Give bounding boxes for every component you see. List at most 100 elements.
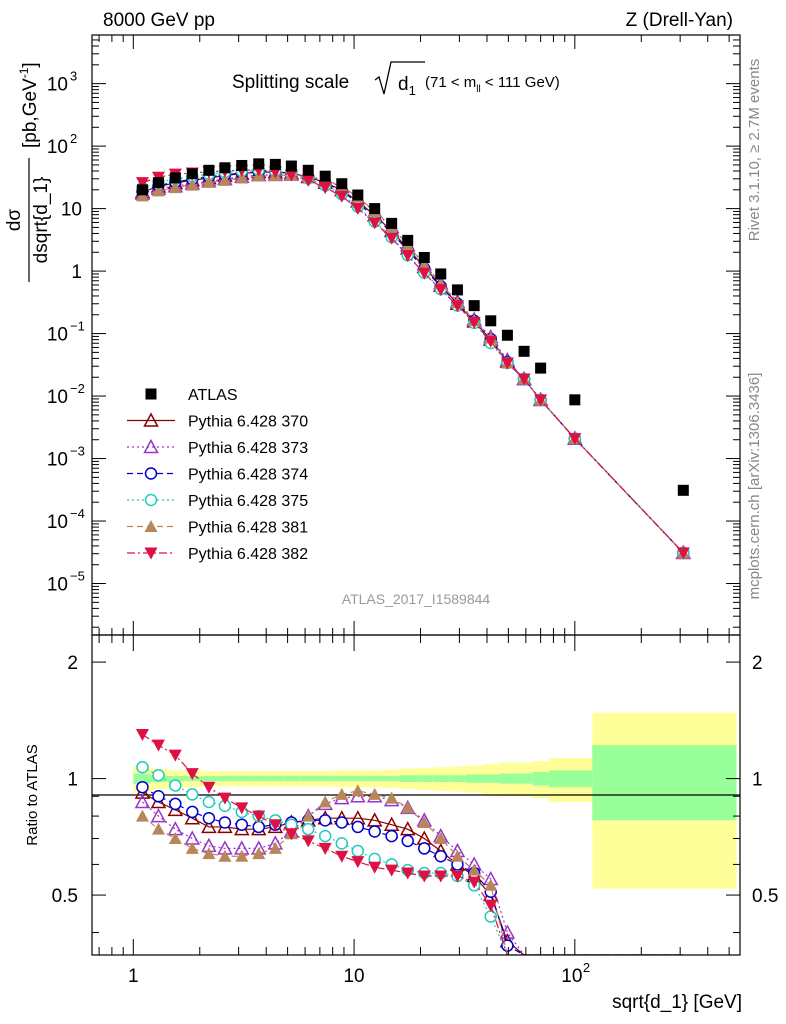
mcplots-label: mcplots.cern.ch [arXiv:1306.3436] xyxy=(746,373,763,600)
main-frame xyxy=(91,34,741,636)
title-prefix: Splitting scale xyxy=(232,72,349,93)
main-point-p382-24 xyxy=(534,394,548,407)
main-ytick-label-7: 10 xyxy=(47,137,68,158)
ylabel-numerator: dσ xyxy=(4,209,25,232)
ratio-point-p381-5 xyxy=(218,849,232,862)
ratio-point-p373-22 xyxy=(499,924,516,939)
title-sym: d xyxy=(398,74,409,95)
main-point-p382-25 xyxy=(568,433,582,446)
band-stat-24 xyxy=(532,771,550,786)
ratio-point-p381-1 xyxy=(151,822,165,835)
band-stat-4 xyxy=(201,776,218,782)
title-range: (71 < mll < 111 GeV) xyxy=(425,74,560,95)
ratio-point-p374-17 xyxy=(418,842,431,855)
header-right: Z (Drell-Yan) xyxy=(626,10,733,31)
ratio-point-p374-1 xyxy=(152,790,165,803)
main-point-ATLAS-12 xyxy=(336,178,348,190)
main-point-p382-15 xyxy=(385,232,399,245)
ratio-point-p382-19 xyxy=(450,870,464,883)
sqrt-sign xyxy=(374,61,425,95)
ratio-xtick-exp-2: 2 xyxy=(583,960,590,975)
ylabel-units-text: [pb,GeV xyxy=(20,78,41,148)
legend-marker-p370 xyxy=(143,412,159,427)
ratio-point-p381-15 xyxy=(385,791,399,804)
main-ytick-label-1: 10 xyxy=(47,512,68,533)
main-point-p382-23 xyxy=(517,373,531,386)
main-point-ATLAS-18 xyxy=(435,268,447,280)
main-ytick-label-4: 10 xyxy=(47,325,68,346)
ratio-xtick-label-0: 1 xyxy=(128,966,139,987)
ratio-point-p381-2 xyxy=(168,832,182,845)
main-point-ATLAS-21 xyxy=(485,315,497,327)
band-stat-23 xyxy=(516,773,533,784)
ratio-bands xyxy=(133,712,737,889)
main-point-ATLAS-16 xyxy=(402,234,414,246)
ratio-ytick-label-right-1: 1 xyxy=(752,770,763,791)
band-stat-12 xyxy=(333,776,351,782)
band-stat-19 xyxy=(449,775,466,782)
main-ytick-label-3: 10 xyxy=(47,387,68,408)
ratio-point-p375-10 xyxy=(301,822,315,836)
ratio-ylabel: Ratio to ATLAS xyxy=(24,744,41,845)
band-stat-2 xyxy=(166,776,185,782)
ratio-point-p374-16 xyxy=(401,834,414,848)
main-point-ATLAS-5 xyxy=(219,162,231,174)
ratio-point-p375-0 xyxy=(136,760,149,774)
ratio-point-p374-11 xyxy=(318,814,332,827)
main-point-ATLAS-19 xyxy=(451,284,463,296)
main-point-ATLAS-13 xyxy=(352,189,364,201)
band-stat-0 xyxy=(133,773,151,784)
ratio-point-p374-3 xyxy=(186,805,199,819)
ratio-point-p382-9 xyxy=(284,828,298,841)
main-ytick-label-2: 10 xyxy=(47,450,68,471)
ratio-point-p382-15 xyxy=(385,864,399,877)
ratio-point-p381-8 xyxy=(268,841,282,854)
main-point-ATLAS-1 xyxy=(152,177,164,189)
ratio-point-p382-14 xyxy=(368,861,382,874)
ratio-line-p373 xyxy=(142,795,684,955)
ratio-point-p373-1 xyxy=(150,808,167,823)
ratio-point-p370-2 xyxy=(167,801,184,817)
ratio-point-p381-14 xyxy=(368,787,382,800)
band-stat-26 xyxy=(592,745,737,821)
ratio-point-p382-18 xyxy=(434,870,448,883)
main-point-p382-0 xyxy=(135,177,149,190)
band-stat-20 xyxy=(465,774,483,783)
legend-marker-p373 xyxy=(143,438,159,454)
band-stat-25 xyxy=(549,770,593,788)
main-point-ATLAS-2 xyxy=(169,172,181,184)
band-stat-18 xyxy=(432,775,450,782)
main-ytick-exp-7: 2 xyxy=(70,131,77,146)
main-point-ATLAS-4 xyxy=(203,164,215,176)
ratio-point-p382-0 xyxy=(135,728,149,741)
ratio-point-p382-11 xyxy=(318,842,332,855)
ratio-frame xyxy=(91,634,741,956)
legend-marker-p381 xyxy=(144,520,158,532)
ratio-point-p374-18 xyxy=(434,849,448,863)
ratio-ytick-label-1: 1 xyxy=(67,770,78,791)
legend-label-p375: Pythia 6.428 375 xyxy=(188,493,308,510)
main-ytick-label-0: 10 xyxy=(47,575,68,596)
ratio-point-p381-13 xyxy=(351,784,365,797)
ratio-point-p374-14 xyxy=(368,825,381,838)
ratio-point-p382-7 xyxy=(252,810,266,823)
main-point-p381-3 xyxy=(185,178,199,191)
main-ytick-exp-1: −4 xyxy=(70,506,85,521)
main-point-p381-0 xyxy=(135,189,149,202)
ratio-point-p375-1 xyxy=(152,769,165,782)
main-ytick-label-5: 1 xyxy=(71,262,82,283)
legend-marker-ATLAS xyxy=(145,388,157,400)
ratio-point-p382-8 xyxy=(268,819,282,832)
ratio-point-p382-20 xyxy=(467,876,481,889)
main-point-p382-18 xyxy=(434,284,448,297)
band-stat-22 xyxy=(499,773,517,784)
ratio-point-p381-21 xyxy=(484,878,498,891)
ratio-point-p382-21 xyxy=(484,899,498,912)
main-point-p382-20 xyxy=(467,316,481,329)
band-stat-17 xyxy=(416,775,433,782)
ratio-point-p374-6 xyxy=(235,818,249,831)
ratio-point-p381-11 xyxy=(318,795,332,808)
ratio-point-p382-6 xyxy=(235,802,249,815)
title-range-sub: ll xyxy=(476,84,480,95)
